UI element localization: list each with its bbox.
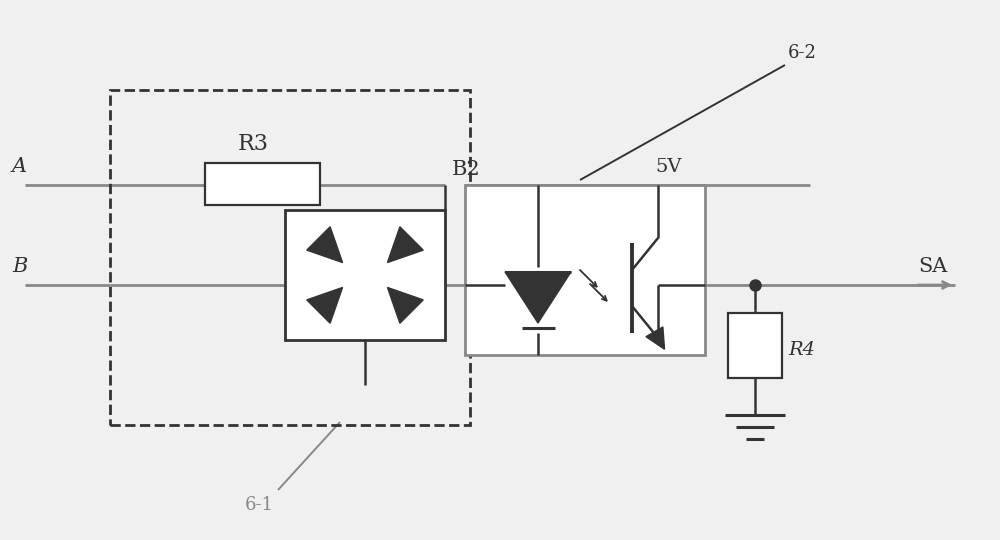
Text: 5V: 5V	[655, 158, 682, 176]
Text: 6-2: 6-2	[788, 44, 817, 62]
Text: B: B	[12, 257, 27, 276]
Text: 6-1: 6-1	[245, 496, 274, 514]
Bar	[465, 185, 705, 355]
Polygon shape	[646, 327, 664, 349]
Polygon shape	[387, 227, 423, 262]
Polygon shape	[307, 227, 343, 262]
Text: R4: R4	[788, 341, 815, 359]
Text: SA: SA	[918, 257, 947, 276]
Polygon shape	[307, 287, 343, 323]
Polygon shape	[505, 272, 571, 323]
Bar	[285, 210, 445, 340]
Bar	[728, 313, 782, 378]
Bar	[205, 163, 320, 205]
Text: B2: B2	[452, 160, 481, 179]
Text: A: A	[12, 157, 27, 176]
Text: R3: R3	[238, 133, 269, 155]
Polygon shape	[387, 287, 423, 323]
